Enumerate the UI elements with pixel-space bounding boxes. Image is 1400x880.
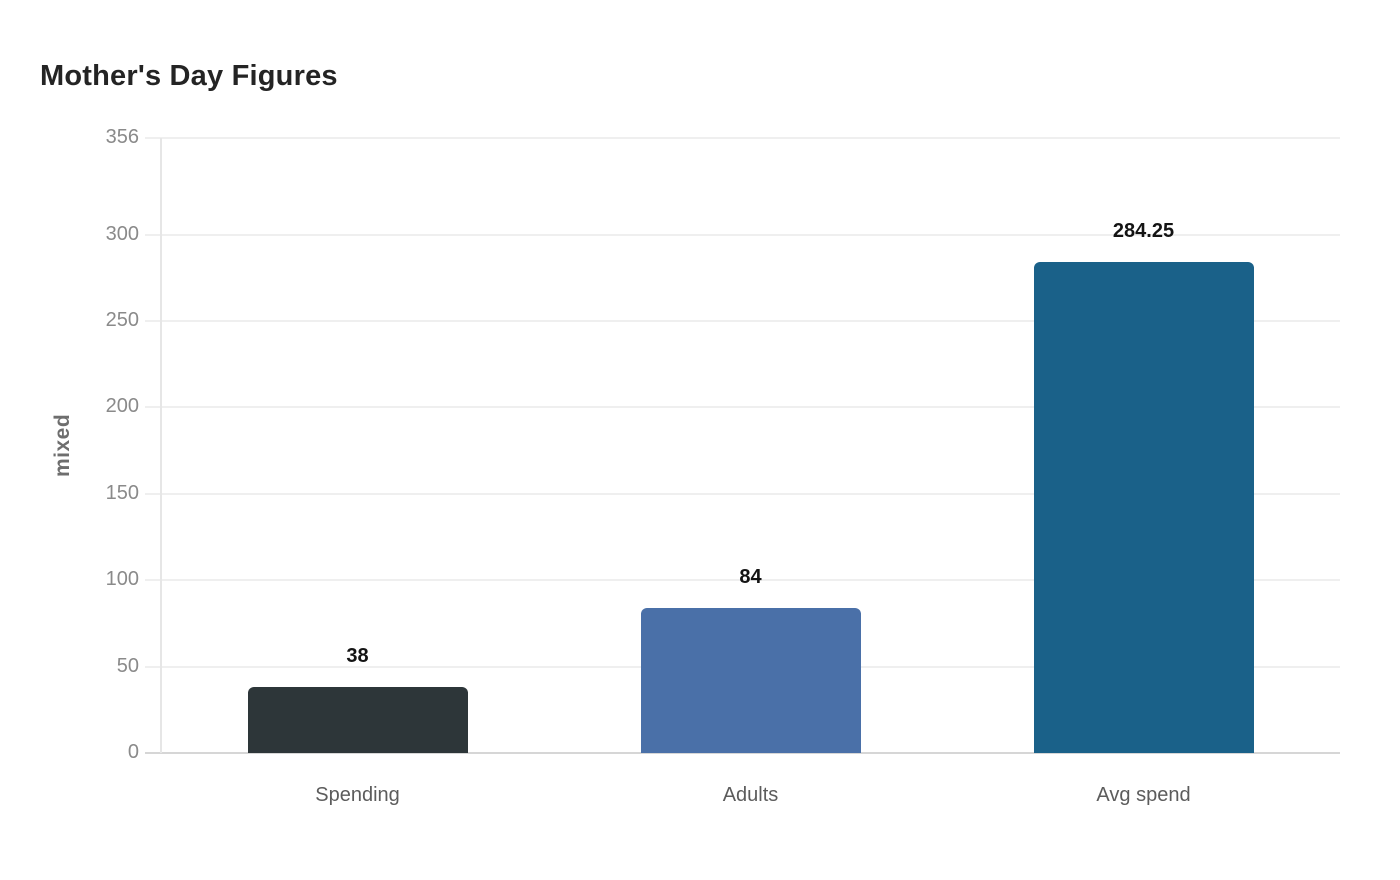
x-category-label: Spending (315, 784, 400, 806)
gridline (145, 320, 1340, 323)
gridline (145, 233, 1340, 236)
y-tick-label: 356 (105, 126, 139, 148)
gridline (145, 137, 1340, 139)
chart-title: Mother's Day Figures (40, 60, 338, 92)
y-tick-label: 200 (105, 395, 139, 418)
bar-value-label: 38 (346, 645, 369, 668)
bar-adults (640, 607, 861, 753)
bar-spending (247, 687, 468, 753)
y-tick-label: 150 (105, 481, 139, 504)
y-axis-line (160, 138, 162, 753)
x-axis-line (145, 752, 1340, 754)
x-category-label: Adults (722, 784, 779, 806)
gridline (145, 492, 1340, 495)
y-tick-label: 300 (105, 222, 139, 245)
gridline (145, 579, 1340, 582)
gridline (145, 406, 1340, 409)
y-tick-label: 100 (105, 568, 139, 591)
bar-value-label: 284.25 (1112, 219, 1175, 242)
y-tick-label: 50 (116, 654, 139, 677)
bar-value-label: 84 (739, 565, 762, 588)
bar-avg-spend (1033, 261, 1254, 753)
x-category-label: Avg spend (1096, 784, 1191, 806)
y-tick-label: 250 (105, 309, 139, 332)
y-tick-label: 0 (127, 741, 139, 763)
